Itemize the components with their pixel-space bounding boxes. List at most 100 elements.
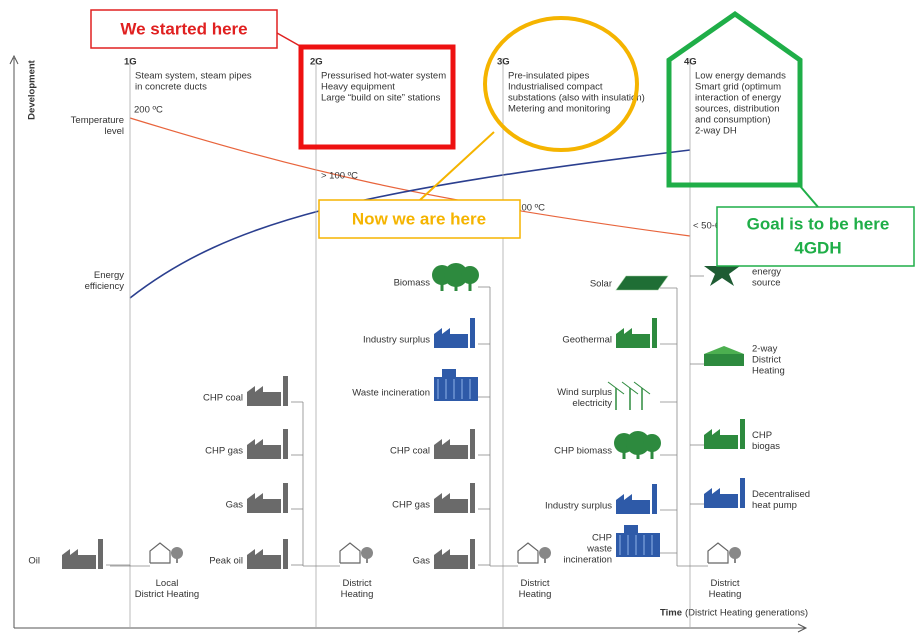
icon-part	[652, 484, 657, 514]
icon-part	[616, 500, 650, 514]
source-label: Waste incineration	[352, 388, 430, 399]
icon-part	[247, 392, 281, 406]
source-label: biogas	[752, 441, 780, 452]
output-label: District	[342, 578, 371, 589]
output-label: District	[710, 578, 739, 589]
output-label: District Heating	[135, 589, 199, 600]
output-label: District	[520, 578, 549, 589]
generation-description: Pressurised hot-water system	[321, 71, 446, 82]
generation-description: substations (also with insulation)	[508, 93, 645, 104]
icon-part	[62, 555, 96, 569]
source-label: CHP biomass	[554, 446, 612, 457]
icon-part	[652, 318, 657, 348]
source-label: CHP coal	[203, 393, 243, 404]
source-label: Wind surplus	[557, 387, 612, 398]
y-axis-label: Development	[27, 59, 38, 119]
source-label: Geothermal	[562, 335, 612, 346]
icon-part	[637, 449, 640, 459]
source-label: Decentralised	[752, 489, 810, 500]
curve-label: Temperature	[71, 115, 124, 126]
x-axis-sublabel: (District Heating generations)	[685, 608, 808, 619]
icon-part	[283, 376, 288, 406]
source-label: 2-way	[752, 344, 778, 355]
output-label: Heating	[709, 589, 742, 600]
icon-part	[434, 377, 478, 401]
generation-description: Smart grid (optimum	[695, 82, 781, 93]
goal-label: Goal is to be here	[747, 214, 890, 233]
source-label: CHP coal	[390, 446, 430, 457]
icon-part	[623, 449, 626, 459]
source-label: waste	[586, 544, 612, 555]
icon-part	[247, 445, 281, 459]
source-label: incineration	[563, 555, 612, 566]
output-label: Heating	[341, 589, 374, 600]
diagram: Development Time (District Heating gener…	[0, 0, 916, 634]
generation-description: Steam system, steam pipes	[135, 71, 252, 82]
generation-description: Heavy equipment	[321, 82, 395, 93]
now-label: Now we are here	[352, 209, 486, 228]
temperature-label: > 100 ºC	[321, 171, 358, 182]
icon-part	[734, 557, 736, 563]
icon-part	[283, 429, 288, 459]
icon-part	[651, 449, 654, 459]
icon-part	[434, 334, 468, 348]
icon-part	[470, 429, 475, 459]
source-label: heat pump	[752, 500, 797, 511]
icon-part	[434, 499, 468, 513]
icon-part	[283, 539, 288, 569]
generation-description: interaction of energy	[695, 93, 781, 104]
source-label: CHP	[592, 533, 612, 544]
generation-label: 2G	[310, 57, 323, 68]
source-label: Industry surplus	[545, 501, 612, 512]
generation-description: Large “build on site” stations	[321, 93, 441, 104]
source-label: Peak oil	[209, 556, 243, 567]
icon-part	[740, 478, 745, 508]
source-label: Oil	[28, 556, 40, 567]
icon-part	[366, 557, 368, 563]
icon-part	[704, 354, 744, 366]
curve-label: level	[104, 126, 124, 137]
icon-part	[247, 499, 281, 513]
icon-part	[434, 445, 468, 459]
generation-description: sources, distribution	[695, 104, 779, 115]
icon-part	[434, 555, 468, 569]
curve-label: Energy	[94, 270, 124, 281]
icon-part	[470, 318, 475, 348]
source-label: source	[752, 278, 781, 289]
icon-part	[740, 419, 745, 449]
generation-description: Pre-insulated pipes	[508, 71, 590, 82]
icon-part	[247, 555, 281, 569]
generation-description: Industrialised compact	[508, 82, 603, 93]
icon-part	[283, 483, 288, 513]
icon-part	[616, 334, 650, 348]
source-label: electricity	[572, 398, 612, 409]
source-label: CHP gas	[392, 500, 430, 511]
generation-description: Low energy demands	[695, 71, 786, 82]
generation-label: 3G	[497, 57, 510, 68]
output-label: Heating	[519, 589, 552, 600]
started-label: We started here	[120, 19, 247, 38]
icon-part	[544, 557, 546, 563]
generation-description: 2-way DH	[695, 126, 737, 137]
icon-part	[624, 525, 638, 533]
temperature-label: 200 ºC	[134, 105, 163, 116]
icon-part	[470, 539, 475, 569]
source-label: Solar	[590, 279, 612, 290]
generation-description: Metering and monitoring	[508, 104, 610, 115]
source-label: Gas	[413, 556, 431, 567]
icon-part	[470, 483, 475, 513]
curve-label: efficiency	[85, 281, 125, 292]
icon-part	[455, 281, 458, 291]
icon-part	[442, 369, 456, 377]
source-label: Heating	[752, 366, 785, 377]
icon-part	[616, 533, 660, 557]
goal-label: 4GDH	[794, 238, 841, 257]
source-label: CHP	[752, 430, 772, 441]
generation-label: 1G	[124, 57, 137, 68]
output-label: Local	[156, 578, 179, 589]
icon-part	[98, 539, 103, 569]
generation-description: and consumption)	[695, 115, 771, 126]
source-label: District	[752, 355, 781, 366]
source-label: Gas	[226, 500, 244, 511]
source-label: Industry surplus	[363, 335, 430, 346]
